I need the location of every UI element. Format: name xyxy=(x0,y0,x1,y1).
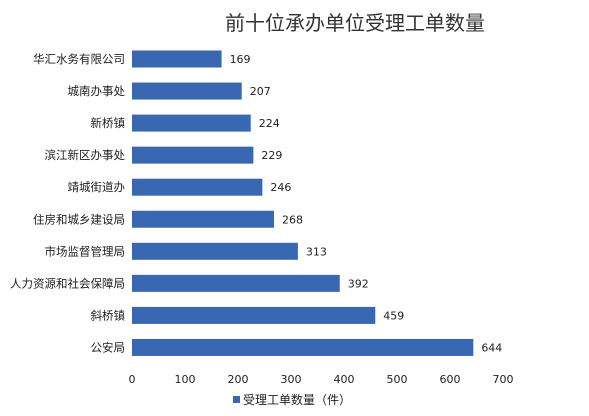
category-label: 公安局 xyxy=(91,340,126,354)
bar xyxy=(132,146,254,164)
category-label: 城南办事处 xyxy=(68,84,126,98)
bar xyxy=(132,178,263,196)
data-label: 459 xyxy=(383,309,404,322)
bar xyxy=(132,82,242,100)
bar xyxy=(132,210,275,228)
data-label: 207 xyxy=(250,85,271,98)
x-tick-label: 500 xyxy=(387,373,408,386)
data-label: 392 xyxy=(348,277,369,290)
data-label: 246 xyxy=(270,181,291,194)
data-label: 224 xyxy=(259,117,280,130)
bars-layer: 华汇水务有限公司 169 城南办事处 207 新桥镇 224 滨江新区办事处 229 靖城街道办… xyxy=(10,50,502,356)
data-label: 644 xyxy=(481,341,502,354)
x-tick-label: 200 xyxy=(228,373,249,386)
x-tick-label: 0 xyxy=(129,373,136,386)
data-label: 268 xyxy=(282,213,303,226)
x-axis: 0 100 200 300 400 500 600 700 xyxy=(129,373,514,386)
legend-label: 受理工单数量（件） xyxy=(243,392,351,407)
data-label: 229 xyxy=(261,149,282,162)
category-label: 人力资源和社会保障局 xyxy=(10,276,125,290)
bar xyxy=(132,306,376,324)
legend: 受理工单数量（件） xyxy=(233,392,351,407)
legend-swatch xyxy=(233,396,240,403)
category-label: 华汇水务有限公司 xyxy=(33,52,125,66)
x-tick-label: 100 xyxy=(175,373,196,386)
category-label: 新桥镇 xyxy=(91,116,126,130)
bar xyxy=(132,274,340,292)
category-label: 靖城街道办 xyxy=(68,180,126,194)
bar xyxy=(132,242,298,260)
x-tick-label: 400 xyxy=(334,373,355,386)
bar xyxy=(132,338,474,356)
bar xyxy=(132,50,222,68)
data-label: 313 xyxy=(306,245,327,258)
x-tick-label: 600 xyxy=(440,373,461,386)
x-tick-label: 300 xyxy=(281,373,302,386)
bar xyxy=(132,114,251,132)
x-tick-label: 700 xyxy=(493,373,514,386)
chart-title: 前十位承办单位受理工单数量 xyxy=(225,11,485,35)
category-label: 住房和城乡建设局 xyxy=(33,212,125,226)
category-label: 市场监督管理局 xyxy=(45,244,126,258)
category-label: 斜桥镇 xyxy=(91,308,126,322)
data-label: 169 xyxy=(230,53,251,66)
category-label: 滨江新区办事处 xyxy=(45,148,126,162)
